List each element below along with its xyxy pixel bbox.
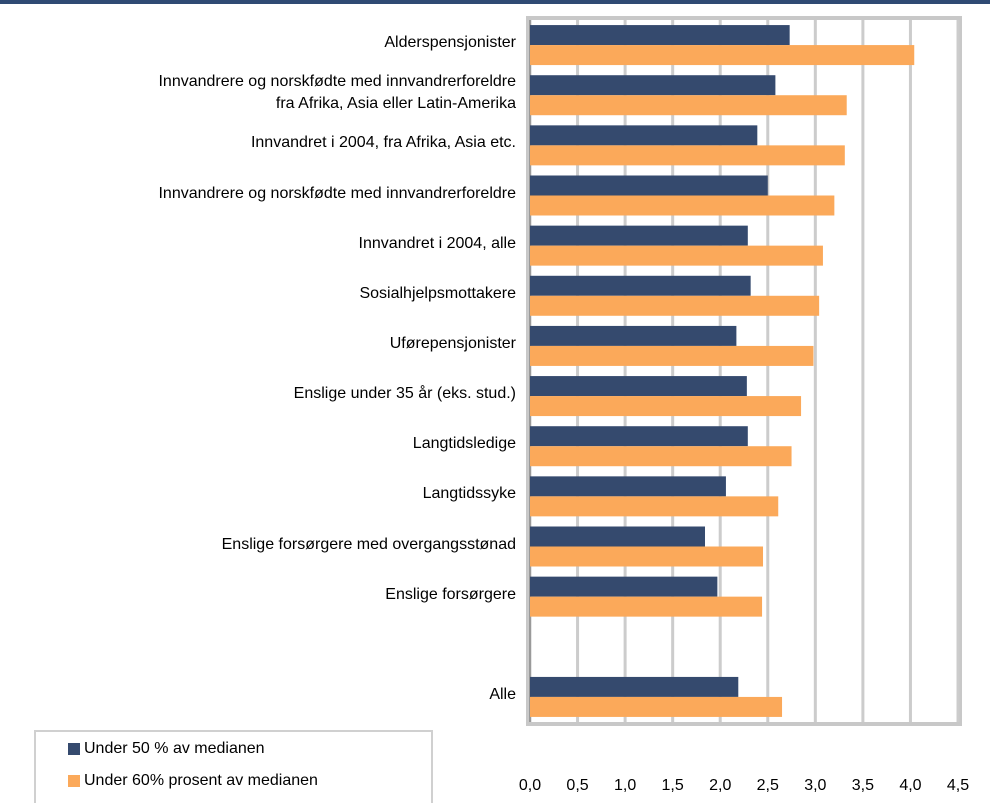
y-tick-label: Sosialhjelpsmottakere (359, 284, 516, 302)
y-tick-label: Innvandret i 2004, alle (358, 234, 516, 252)
y-tick-label: Innvandret i 2004, fra Afrika, Asia etc. (250, 134, 516, 152)
bar (530, 696, 783, 717)
bar (530, 496, 779, 517)
bar (530, 95, 847, 116)
x-tick-label: 0,0 (519, 777, 541, 794)
y-tick-label: Uførepensjonister (389, 334, 516, 352)
y-tick-label: Alle (489, 685, 516, 703)
bar (530, 225, 748, 246)
x-tick-label: 0,5 (566, 777, 588, 794)
bar (530, 546, 764, 567)
y-tick-label: Enslige under 35 år (eks. stud.) (293, 385, 516, 403)
bar (530, 576, 718, 597)
y-tick-label: Alderspensjonister (384, 34, 516, 52)
bar (530, 245, 823, 266)
header-bar (0, 0, 990, 4)
bar (530, 396, 802, 417)
y-tick-label: Enslige forsørgere med overgangsstønad (221, 535, 516, 553)
legend-box (34, 730, 433, 803)
bar (530, 526, 706, 547)
legend-swatch (68, 775, 80, 787)
bar (530, 45, 915, 66)
bar (530, 446, 792, 467)
bar (530, 426, 748, 447)
x-tick-label: 2,0 (709, 777, 731, 794)
bar (530, 676, 739, 697)
y-tick-label: Langtidssyke (422, 485, 516, 503)
x-tick-label: 4,5 (947, 777, 969, 794)
plot-frame (526, 16, 962, 726)
legend-swatch (68, 743, 80, 755)
bar (530, 25, 790, 46)
x-tick-label: 3,5 (852, 777, 874, 794)
bar (530, 145, 845, 166)
bar (530, 476, 726, 497)
x-tick-label: 1,5 (662, 777, 684, 794)
x-tick-label: 4,0 (899, 777, 921, 794)
y-tick-label: Langtidsledige (412, 435, 516, 453)
y-tick-label: Enslige forsørgere (385, 585, 516, 603)
bar (530, 175, 768, 196)
bar (530, 596, 763, 617)
x-tick-label: 1,0 (614, 777, 636, 794)
y-tick-label: Innvandrere og norskfødte med innvandrer… (158, 73, 516, 113)
x-tick-label: 3,0 (804, 777, 826, 794)
bar (530, 195, 835, 216)
bar (530, 125, 758, 146)
bar (530, 275, 751, 296)
bar (530, 376, 747, 397)
legend-label: Under 60% prosent av medianen (84, 772, 318, 789)
y-tick-label: Innvandrere og norskfødte med innvandrer… (158, 184, 516, 202)
bar (530, 75, 776, 96)
bar (530, 325, 737, 346)
bar (530, 345, 814, 366)
x-tick-label: 2,5 (757, 777, 779, 794)
bar (530, 295, 820, 316)
legend-label: Under 50 % av medianen (84, 740, 265, 757)
